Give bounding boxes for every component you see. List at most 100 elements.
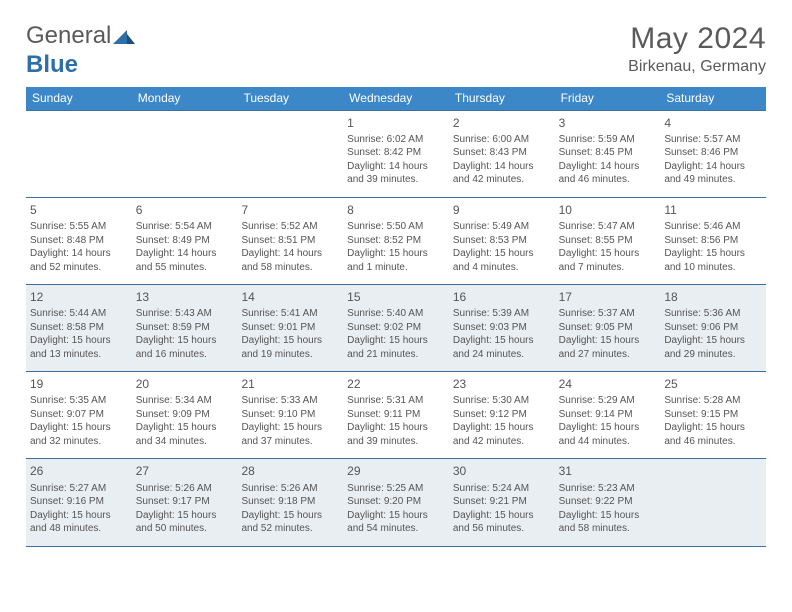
day-number: 3 xyxy=(559,115,657,131)
sunrise-line: Sunrise: 5:44 AM xyxy=(30,307,128,321)
daylight-line: Daylight: 15 hours and 4 minutes. xyxy=(453,247,551,274)
daylight-line: Daylight: 15 hours and 24 minutes. xyxy=(453,334,551,361)
sunrise-line: Sunrise: 5:35 AM xyxy=(30,394,128,408)
daylight-line: Daylight: 14 hours and 49 minutes. xyxy=(664,160,762,187)
day-cell: 6Sunrise: 5:54 AMSunset: 8:49 PMDaylight… xyxy=(132,198,238,284)
sunrise-line: Sunrise: 5:55 AM xyxy=(30,220,128,234)
daylight-line: Daylight: 15 hours and 16 minutes. xyxy=(136,334,234,361)
logo-word2: Blue xyxy=(26,51,78,78)
sunset-line: Sunset: 8:42 PM xyxy=(347,146,445,160)
weekday-header: Monday xyxy=(132,87,238,110)
sunrise-line: Sunrise: 5:36 AM xyxy=(664,307,762,321)
day-cell: 7Sunrise: 5:52 AMSunset: 8:51 PMDaylight… xyxy=(237,198,343,284)
sunset-line: Sunset: 8:46 PM xyxy=(664,146,762,160)
day-cell: 14Sunrise: 5:41 AMSunset: 9:01 PMDayligh… xyxy=(237,285,343,371)
daylight-line: Daylight: 15 hours and 29 minutes. xyxy=(664,334,762,361)
sunrise-line: Sunrise: 5:31 AM xyxy=(347,394,445,408)
week-row: 1Sunrise: 6:02 AMSunset: 8:42 PMDaylight… xyxy=(26,110,766,197)
sunset-line: Sunset: 9:14 PM xyxy=(559,408,657,422)
day-number: 14 xyxy=(241,289,339,305)
sunrise-line: Sunrise: 5:40 AM xyxy=(347,307,445,321)
sunrise-line: Sunrise: 5:54 AM xyxy=(136,220,234,234)
day-number: 11 xyxy=(664,202,762,218)
sunset-line: Sunset: 9:09 PM xyxy=(136,408,234,422)
day-cell: 24Sunrise: 5:29 AMSunset: 9:14 PMDayligh… xyxy=(555,372,661,458)
sunset-line: Sunset: 8:51 PM xyxy=(241,234,339,248)
sunset-line: Sunset: 9:21 PM xyxy=(453,495,551,509)
sunrise-line: Sunrise: 5:24 AM xyxy=(453,482,551,496)
daylight-line: Daylight: 15 hours and 50 minutes. xyxy=(136,509,234,536)
week-row: 26Sunrise: 5:27 AMSunset: 9:16 PMDayligh… xyxy=(26,458,766,546)
daylight-line: Daylight: 15 hours and 58 minutes. xyxy=(559,509,657,536)
sunrise-line: Sunrise: 5:39 AM xyxy=(453,307,551,321)
sunset-line: Sunset: 9:03 PM xyxy=(453,321,551,335)
sunrise-line: Sunrise: 5:34 AM xyxy=(136,394,234,408)
week-row: 12Sunrise: 5:44 AMSunset: 8:58 PMDayligh… xyxy=(26,284,766,371)
day-cell: 28Sunrise: 5:26 AMSunset: 9:18 PMDayligh… xyxy=(237,459,343,545)
day-cell xyxy=(132,111,238,197)
sunset-line: Sunset: 8:55 PM xyxy=(559,234,657,248)
day-number: 31 xyxy=(559,463,657,479)
sunset-line: Sunset: 9:16 PM xyxy=(30,495,128,509)
sunset-line: Sunset: 8:45 PM xyxy=(559,146,657,160)
sunrise-line: Sunrise: 5:46 AM xyxy=(664,220,762,234)
sunrise-line: Sunrise: 5:27 AM xyxy=(30,482,128,496)
daylight-line: Daylight: 15 hours and 7 minutes. xyxy=(559,247,657,274)
daylight-line: Daylight: 15 hours and 37 minutes. xyxy=(241,421,339,448)
day-cell: 20 Sunrise: 5:34 AMSunset: 9:09 PMDayligh… xyxy=(132,372,238,458)
day-number: 18 xyxy=(664,289,762,305)
logo: GeneralBlue xyxy=(26,22,135,79)
day-number: 6 xyxy=(136,202,234,218)
sunset-line: Sunset: 9:05 PM xyxy=(559,321,657,335)
day-cell: 22Sunrise: 5:31 AMSunset: 9:11 PMDayligh… xyxy=(343,372,449,458)
daylight-line: Daylight: 15 hours and 34 minutes. xyxy=(136,421,234,448)
sunset-line: Sunset: 9:01 PM xyxy=(241,321,339,335)
sunrise-line: Sunrise: 5:33 AM xyxy=(241,394,339,408)
daylight-line: Daylight: 15 hours and 54 minutes. xyxy=(347,509,445,536)
logo-mark-icon xyxy=(113,23,135,51)
day-number: 28 xyxy=(241,463,339,479)
daylight-line: Daylight: 15 hours and 32 minutes. xyxy=(30,421,128,448)
day-number: 5 xyxy=(30,202,128,218)
day-cell: 4Sunrise: 5:57 AMSunset: 8:46 PMDaylight… xyxy=(660,111,766,197)
day-number: 20 xyxy=(136,376,234,392)
sunrise-line: Sunrise: 5:26 AM xyxy=(136,482,234,496)
daylight-line: Daylight: 14 hours and 42 minutes. xyxy=(453,160,551,187)
daylight-line: Daylight: 15 hours and 46 minutes. xyxy=(664,421,762,448)
day-cell: 15Sunrise: 5:40 AMSunset: 9:02 PMDayligh… xyxy=(343,285,449,371)
day-number: 22 xyxy=(347,376,445,392)
weekday-header: Sunday xyxy=(26,87,132,110)
day-cell: 10Sunrise: 5:47 AMSunset: 8:55 PMDayligh… xyxy=(555,198,661,284)
day-cell: 11Sunrise: 5:46 AMSunset: 8:56 PMDayligh… xyxy=(660,198,766,284)
sunset-line: Sunset: 8:52 PM xyxy=(347,234,445,248)
day-cell: 31Sunrise: 5:23 AMSunset: 9:22 PMDayligh… xyxy=(555,459,661,545)
sunset-line: Sunset: 9:18 PM xyxy=(241,495,339,509)
sunrise-line: Sunrise: 5:37 AM xyxy=(559,307,657,321)
weekday-row: SundayMondayTuesdayWednesdayThursdayFrid… xyxy=(26,87,766,110)
day-cell: 5 Sunrise: 5:55 AMSunset: 8:48 PMDaylight… xyxy=(26,198,132,284)
sunrise-line: Sunrise: 5:47 AM xyxy=(559,220,657,234)
sunset-line: Sunset: 8:48 PM xyxy=(30,234,128,248)
sunrise-line: Sunrise: 5:28 AM xyxy=(664,394,762,408)
daylight-line: Daylight: 15 hours and 13 minutes. xyxy=(30,334,128,361)
day-number: 7 xyxy=(241,202,339,218)
daylight-line: Daylight: 14 hours and 52 minutes. xyxy=(30,247,128,274)
page-title: May 2024 xyxy=(628,22,766,56)
day-number: 24 xyxy=(559,376,657,392)
sunrise-line: Sunrise: 5:50 AM xyxy=(347,220,445,234)
location: Birkenau, Germany xyxy=(628,58,766,76)
day-cell xyxy=(660,459,766,545)
weekday-header: Thursday xyxy=(449,87,555,110)
day-cell xyxy=(26,111,132,197)
sunrise-line: Sunrise: 5:25 AM xyxy=(347,482,445,496)
sunrise-line: Sunrise: 5:43 AM xyxy=(136,307,234,321)
day-number: 27 xyxy=(136,463,234,479)
day-cell: 8Sunrise: 5:50 AMSunset: 8:52 PMDaylight… xyxy=(343,198,449,284)
daylight-line: Daylight: 15 hours and 42 minutes. xyxy=(453,421,551,448)
sunrise-line: Sunrise: 5:41 AM xyxy=(241,307,339,321)
daylight-line: Daylight: 14 hours and 58 minutes. xyxy=(241,247,339,274)
day-cell: 13Sunrise: 5:43 AMSunset: 8:59 PMDayligh… xyxy=(132,285,238,371)
day-number: 9 xyxy=(453,202,551,218)
sunrise-line: Sunrise: 5:59 AM xyxy=(559,133,657,147)
logo-text: GeneralBlue xyxy=(26,22,135,79)
